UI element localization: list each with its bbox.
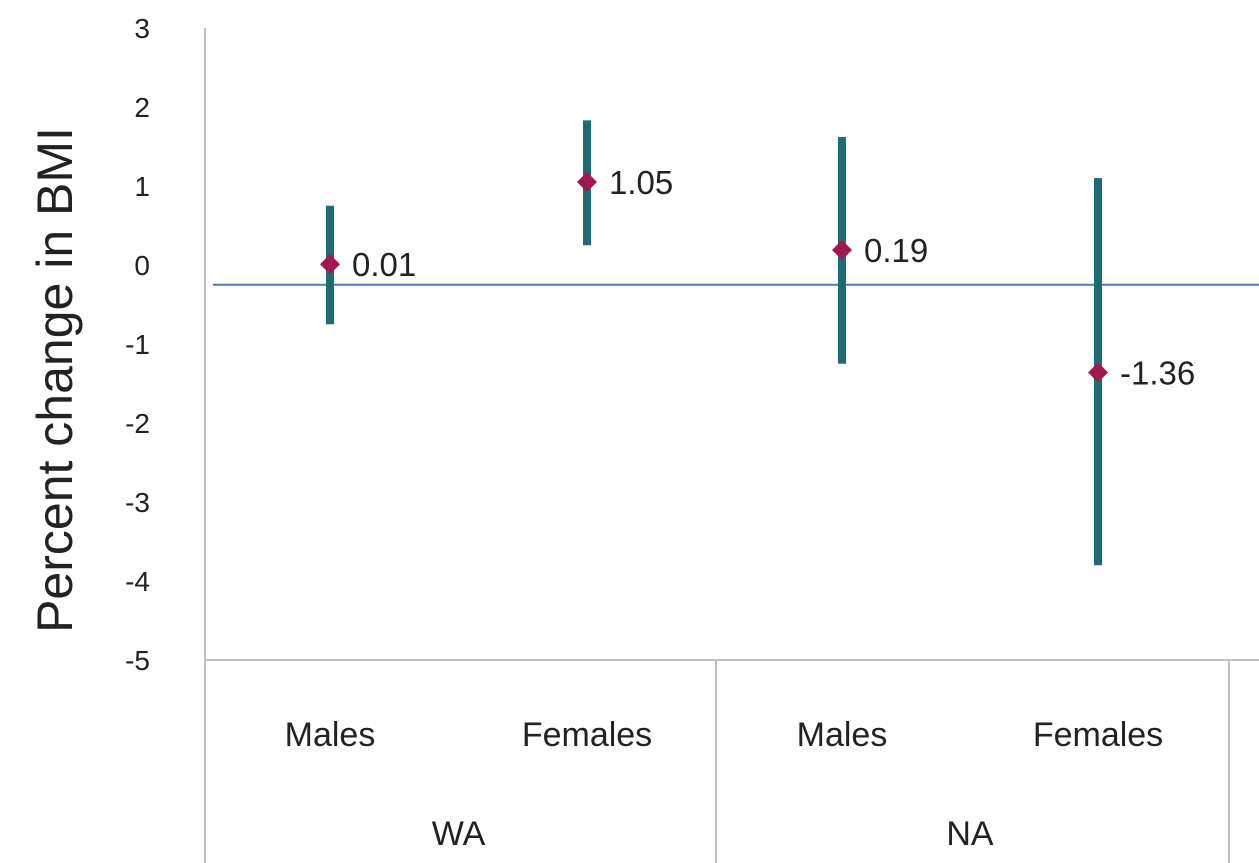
data-marks: 0.01 1.05 0.19 -1.36 xyxy=(320,120,1195,566)
data-point-marker xyxy=(320,254,340,275)
x-category-label: Males xyxy=(285,716,376,754)
data-point-marker xyxy=(1088,362,1108,383)
data-label: 1.05 xyxy=(609,164,673,201)
y-axis-ticks: 3 2 1 0 -1 -2 -3 -4 -5 xyxy=(125,13,150,676)
y-tick-label: -1 xyxy=(125,329,150,360)
y-tick-label: 2 xyxy=(134,92,150,123)
y-tick-label: 3 xyxy=(134,13,150,44)
y-tick-label: 1 xyxy=(134,171,150,202)
x-group-label: WA xyxy=(432,815,486,853)
y-axis-label: Percent change in BMI xyxy=(27,127,83,633)
data-label: 0.19 xyxy=(864,232,928,269)
data-label: 0.01 xyxy=(352,246,416,283)
y-tick-label: -4 xyxy=(125,566,150,597)
y-tick-label: 0 xyxy=(134,250,150,281)
y-tick-label: -3 xyxy=(125,487,150,518)
x-category-label: Females xyxy=(1033,716,1163,754)
x-category-label: Males xyxy=(797,716,888,754)
x-category-label: Females xyxy=(522,716,652,754)
y-tick-label: -2 xyxy=(125,408,150,439)
data-label: -1.36 xyxy=(1120,354,1195,391)
data-point-marker xyxy=(832,239,852,260)
data-point-marker xyxy=(577,172,597,193)
axes xyxy=(204,28,1259,863)
x-axis-categories: Males Females WA Males Females NA xyxy=(285,716,1164,853)
x-group-label: NA xyxy=(946,815,994,853)
y-tick-label: -5 xyxy=(125,645,150,676)
